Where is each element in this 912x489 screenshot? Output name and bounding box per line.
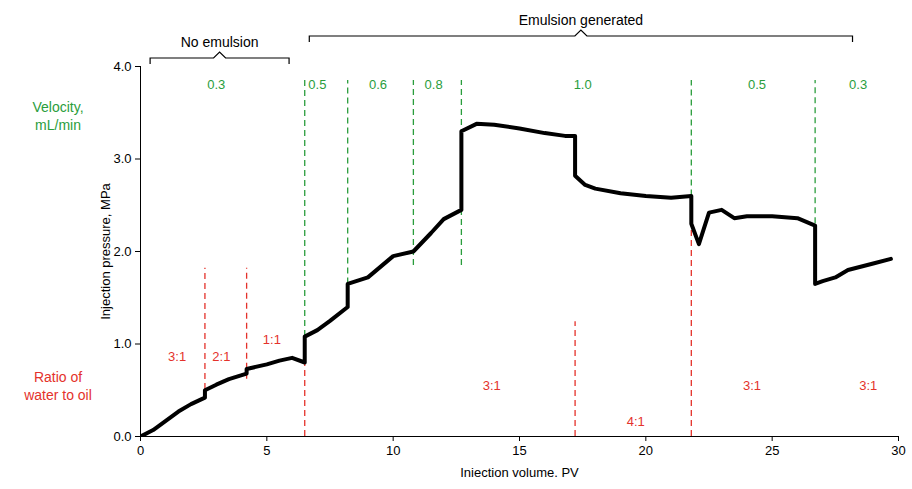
svg-text:Velocity,mL/min: Velocity,mL/min — [32, 99, 83, 133]
svg-text:30: 30 — [891, 443, 905, 458]
svg-text:0.5: 0.5 — [308, 77, 326, 92]
svg-text:25: 25 — [765, 443, 779, 458]
svg-text:3:1: 3:1 — [483, 378, 501, 393]
svg-text:4:1: 4:1 — [627, 414, 645, 429]
svg-text:5: 5 — [263, 443, 270, 458]
svg-text:0.0: 0.0 — [113, 429, 131, 444]
svg-text:2.0: 2.0 — [113, 244, 131, 259]
svg-text:15: 15 — [512, 443, 526, 458]
svg-text:0.3: 0.3 — [207, 77, 225, 92]
svg-text:3.0: 3.0 — [113, 151, 131, 166]
svg-text:0.6: 0.6 — [369, 77, 387, 92]
svg-text:20: 20 — [639, 443, 653, 458]
svg-text:10: 10 — [386, 443, 400, 458]
svg-text:0.3: 0.3 — [849, 77, 867, 92]
svg-text:0.5: 0.5 — [748, 77, 766, 92]
svg-text:1.0: 1.0 — [574, 77, 592, 92]
svg-text:3:1: 3:1 — [743, 378, 761, 393]
svg-text:Emulsion generated: Emulsion generated — [519, 12, 644, 28]
svg-text:0: 0 — [137, 443, 144, 458]
svg-text:3:1: 3:1 — [859, 378, 877, 393]
svg-text:1.0: 1.0 — [113, 336, 131, 351]
svg-text:Injection pressure, MPa: Injection pressure, MPa — [98, 182, 113, 319]
svg-text:No emulsion: No emulsion — [181, 34, 259, 50]
svg-text:Iniection volume. PV: Iniection volume. PV — [460, 465, 579, 480]
svg-text:2:1: 2:1 — [212, 349, 230, 364]
svg-text:4.0: 4.0 — [113, 59, 131, 74]
svg-text:Ratio ofwater to oil: Ratio ofwater to oil — [23, 369, 92, 403]
svg-text:1:1: 1:1 — [263, 332, 281, 347]
svg-text:3:1: 3:1 — [168, 349, 186, 364]
svg-text:0.8: 0.8 — [425, 77, 443, 92]
